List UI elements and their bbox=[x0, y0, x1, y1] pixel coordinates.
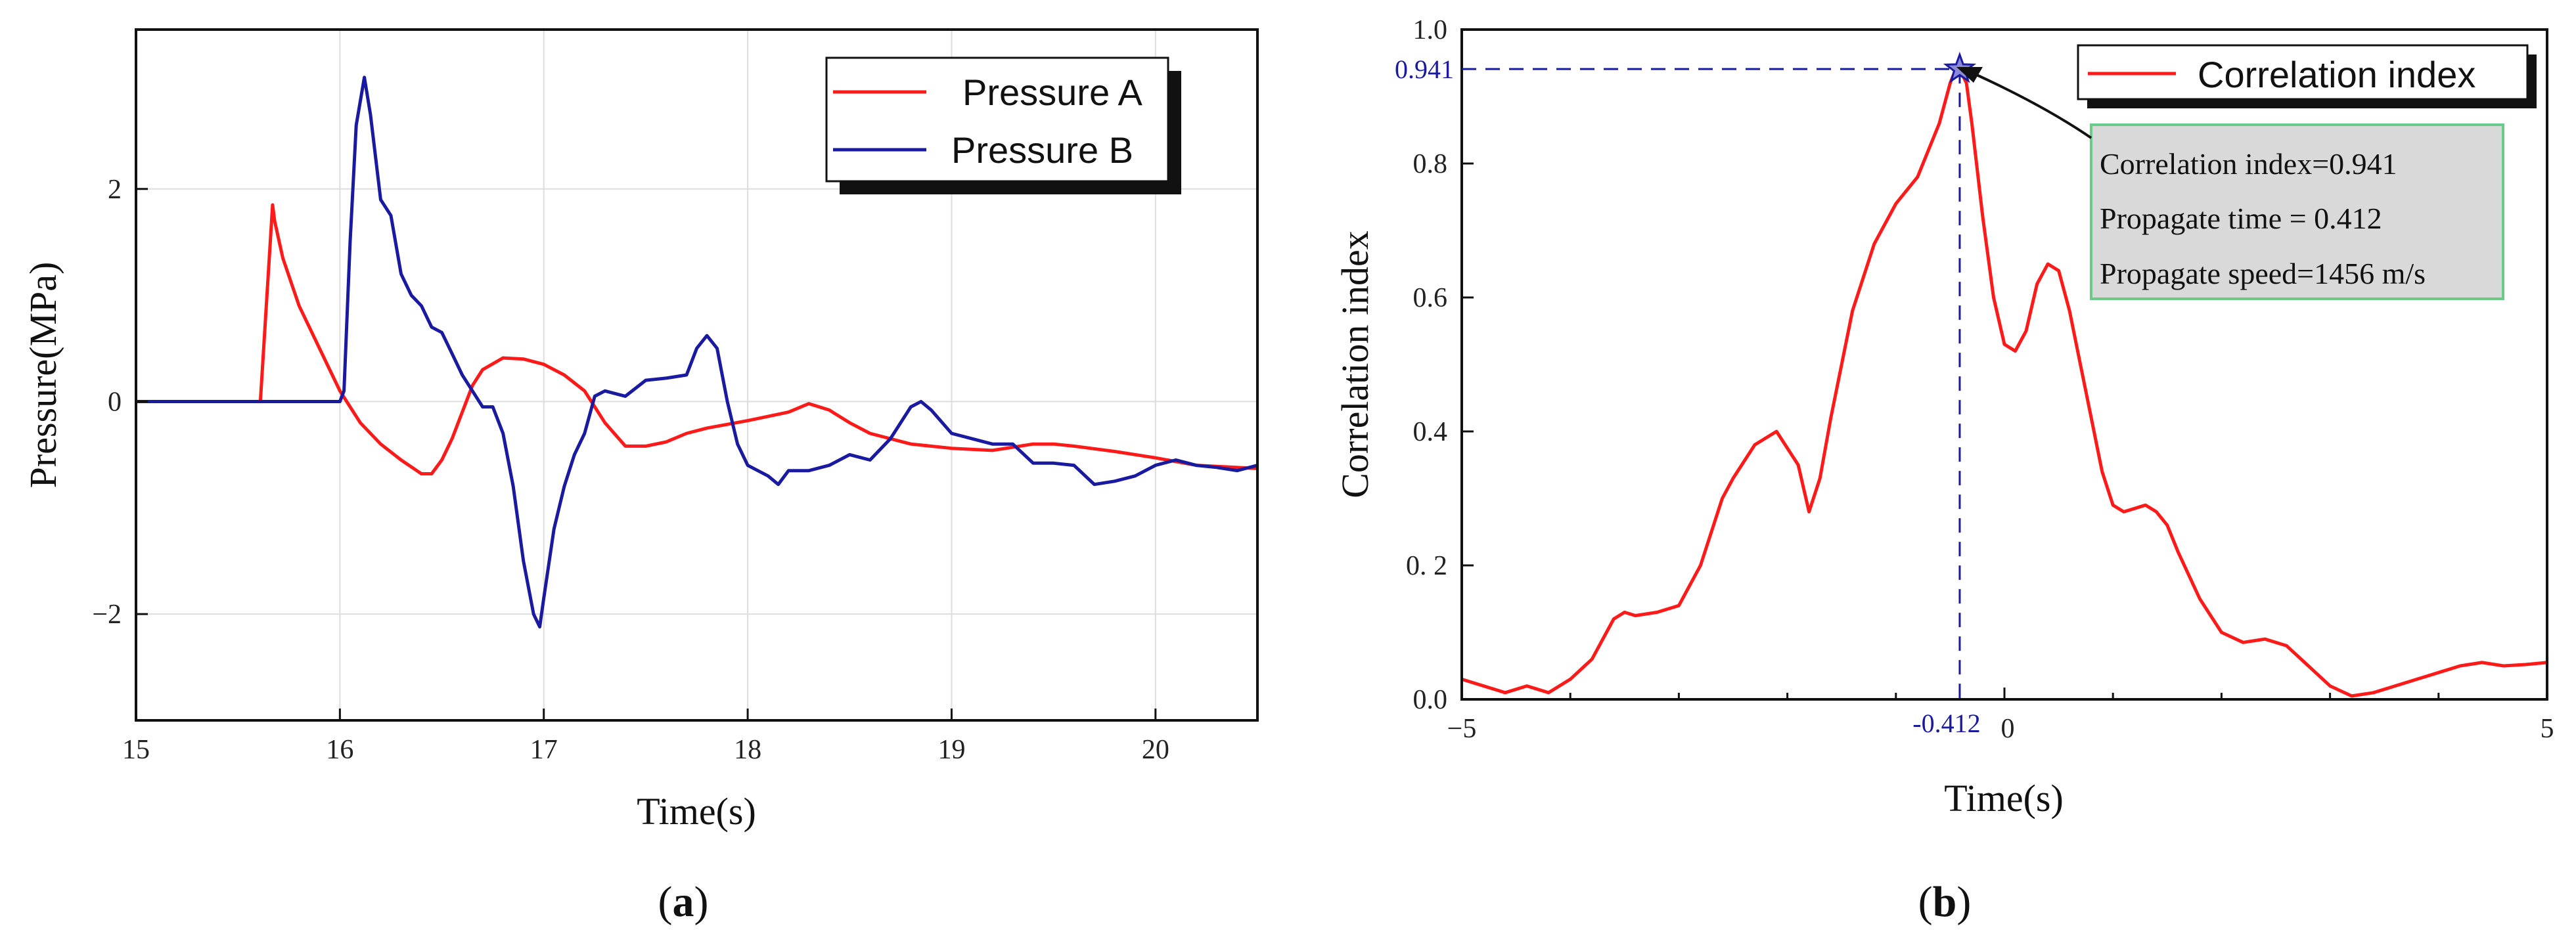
y-tick-label: −2 bbox=[92, 600, 122, 630]
legend-label-pressure-b: Pressure B bbox=[951, 129, 1133, 171]
plot-frame-a bbox=[135, 28, 1259, 722]
series-a bbox=[136, 76, 1258, 629]
x-tick-label: −5 bbox=[1447, 714, 1477, 744]
y-tick-label: 1.0 bbox=[1413, 15, 1448, 45]
legend-a: Pressure A Pressure B bbox=[825, 56, 1181, 194]
annotation-propagate-time: Propagate time = 0.412 bbox=[2100, 202, 2382, 235]
x-tick-label: 19 bbox=[938, 735, 965, 765]
series-b bbox=[1461, 67, 2548, 698]
ticks-b: −5 0 5 0.0 0. 2 0.4 0.6 0.8 1.0 bbox=[1406, 15, 2554, 744]
series-line-pressure-a bbox=[136, 203, 1258, 475]
caption-letter-a: a bbox=[673, 878, 694, 926]
y-tick-label: 2 bbox=[108, 175, 122, 205]
legend-box-a bbox=[825, 56, 1169, 183]
caption-letter-b: b bbox=[1933, 878, 1957, 926]
peak-marker-group: 0.941 -0.412 bbox=[1395, 51, 1981, 738]
peak-x-label: -0.412 bbox=[1912, 709, 1980, 738]
annotation-correlation-index: Correlation index=0.941 bbox=[2100, 147, 2397, 181]
y-tick-label: 0.6 bbox=[1413, 283, 1448, 313]
series-line-pressure-b bbox=[136, 76, 1258, 629]
y-axis-label-a: Pressure(MPa) bbox=[22, 262, 64, 489]
x-axis-label-a: Time(s) bbox=[637, 790, 756, 833]
annotation-arrow bbox=[1970, 71, 2092, 139]
y-tick-label: 0.8 bbox=[1413, 149, 1448, 179]
peak-y-label: 0.941 bbox=[1395, 55, 1454, 84]
caption-b: (b) bbox=[1918, 878, 1972, 926]
annotation-propagate-speed: Propagate speed=1456 m/s bbox=[2100, 257, 2426, 290]
y-tick-label: 0 bbox=[108, 387, 122, 417]
y-tick-label: 0.0 bbox=[1413, 685, 1448, 715]
series-line-correlation-index bbox=[1461, 67, 2548, 698]
legend-label-correlation: Correlation index bbox=[2198, 54, 2475, 95]
x-tick-label: 18 bbox=[734, 735, 761, 765]
caption-a: (a) bbox=[658, 878, 709, 926]
chart-panel-b: −5 0 5 0.0 0. 2 0.4 0.6 0.8 1.0 0.941 -0.412 Time… bbox=[1334, 15, 2554, 926]
annotation-box: Correlation index=0.941 Propagate time =… bbox=[1956, 67, 2504, 300]
x-tick-label: 5 bbox=[2541, 714, 2554, 744]
x-tick-label: 15 bbox=[122, 735, 150, 765]
x-tick-label: 20 bbox=[1142, 735, 1169, 765]
annotation-arrowhead bbox=[1956, 67, 1983, 83]
y-axis-label-b: Correlation index bbox=[1334, 230, 1376, 498]
x-tick-label: 17 bbox=[530, 735, 558, 765]
y-tick-label: 0. 2 bbox=[1406, 551, 1447, 581]
y-tick-label: 0.4 bbox=[1413, 417, 1448, 447]
legend-label-pressure-a: Pressure A bbox=[962, 72, 1143, 113]
x-axis-label-b: Time(s) bbox=[1944, 777, 2064, 820]
x-tick-label: 0 bbox=[2001, 714, 2015, 744]
legend-b: Correlation index bbox=[2077, 44, 2537, 108]
x-tick-label: 16 bbox=[326, 735, 353, 765]
annotation-background bbox=[2090, 123, 2504, 300]
